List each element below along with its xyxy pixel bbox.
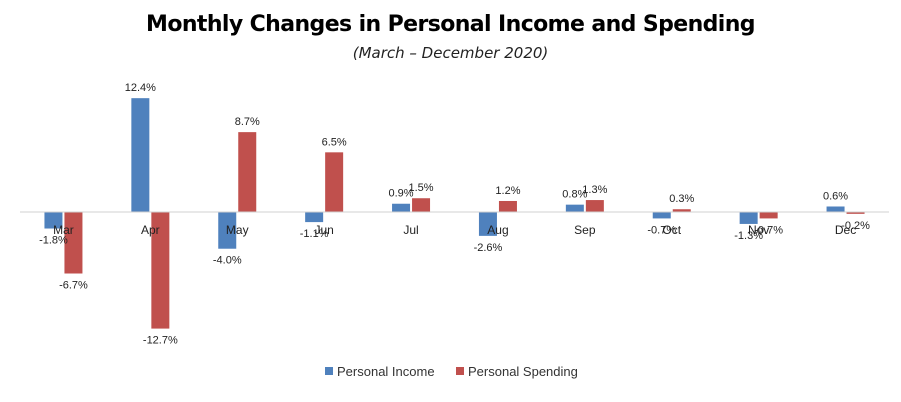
data-label: -0.7% [647,224,676,236]
legend-label-spending: Personal Spending [468,364,578,379]
x-tick-label: Jul [403,223,418,237]
bar-personal-income [565,204,584,212]
bar-personal-income [652,212,671,219]
bar-personal-spending [238,132,257,212]
data-label: 0.9% [389,188,414,200]
data-label: -0.7% [754,224,783,236]
legend-swatch-income [325,367,333,375]
data-label: 12.4% [125,82,156,94]
chart-title: Monthly Changes in Personal Income and S… [146,12,756,37]
data-label: -1.1% [300,228,329,240]
data-label: -4.0% [213,255,242,267]
x-tick-label: Apr [141,223,160,237]
bar-personal-income [478,212,497,236]
x-tick-label: Mar [53,223,74,237]
x-tick-label: Dec [835,223,856,237]
data-label: -6.7% [59,280,88,292]
x-tick-label: Sep [574,223,596,237]
bar-personal-income [392,203,411,212]
bar-personal-spending [151,212,170,329]
bar-personal-income [826,206,845,212]
bar-personal-spending [64,212,83,274]
x-tick-label: Nov [748,223,769,237]
data-label: -1.8% [39,235,68,247]
data-label: 0.3% [669,193,694,205]
data-label: 1.2% [495,185,520,197]
bar-personal-spending [498,200,517,212]
data-label: 1.5% [409,182,434,194]
bar-personal-income [305,212,324,223]
x-tick-label: May [226,223,249,237]
bar-personal-income [739,212,758,224]
data-label: -12.7% [143,335,178,347]
data-label: 8.7% [235,116,260,128]
data-label: 6.5% [322,136,347,148]
bar-personal-spending [846,212,865,214]
x-tick-label: Aug [487,223,508,237]
legend-swatch-spending [456,367,464,375]
bar-personal-income [44,212,63,229]
bar-personal-spending [412,198,431,212]
bar-personal-income [131,98,150,212]
bar-personal-spending [672,209,691,212]
bar-personal-spending [585,200,604,212]
chart-subtitle: (March – December 2020) [352,44,549,62]
x-tick-label: Jun [314,223,333,237]
bar-personal-spending [325,152,344,212]
x-tick-label: Oct [662,223,681,237]
legend-label-income: Personal Income [337,364,435,379]
data-label: -0.2% [841,220,870,232]
data-label: 1.3% [582,184,607,196]
data-label: 0.6% [823,190,848,202]
data-label: -1.3% [734,230,763,242]
bar-personal-income [218,212,237,249]
bar-personal-spending [759,212,778,219]
data-label: -2.6% [474,242,503,254]
data-label: 0.8% [562,189,587,201]
